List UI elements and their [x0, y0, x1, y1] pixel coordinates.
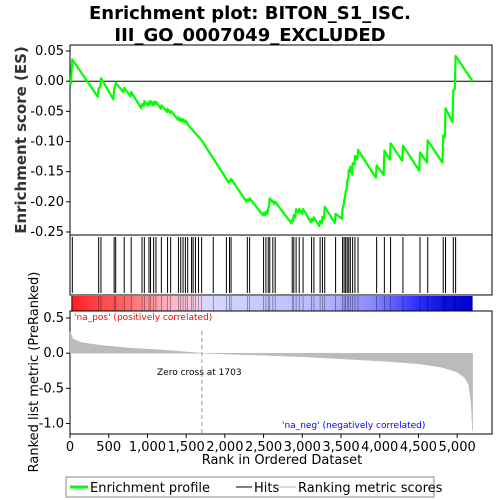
x-tick-label: 3,500 [322, 440, 359, 455]
ranking-metric-area [69, 331, 473, 431]
x-tick-label: 5,000 [439, 440, 476, 455]
es-panel-frame [69, 44, 493, 236]
es-y-axis-label: Enrichment score (ES) [12, 46, 30, 234]
metric-y-ticks: 0.5 0.0 -0.5 -1.0 [39, 311, 70, 431]
chart-title-line-2: III_GO_0007049_EXCLUDED [114, 25, 385, 46]
es-y-tick-label: 0.05 [35, 44, 64, 59]
es-y-tick-label: 0.00 [35, 74, 64, 89]
x-tick-label: 1,000 [129, 440, 166, 455]
x-tick-label: 3,000 [284, 440, 321, 455]
hits-panel-frame [69, 234, 493, 296]
es-y-tick-label: -0.15 [30, 165, 64, 180]
positive-correlation-label: 'na_pos' (positively correlated) [74, 313, 212, 323]
rank-color-bar [71, 296, 473, 311]
zero-cross-label: Zero cross at 1703 [157, 368, 242, 378]
x-tick-label: 4,500 [400, 440, 437, 455]
es-profile-line [68, 54, 474, 228]
legend-label-metric: Ranking metric scores [298, 481, 443, 496]
metric-panel: 0.5 0.0 -0.5 -1.0 'na_pos' (positively corr… [39, 310, 493, 435]
es-profile-group [68, 54, 474, 228]
chart-title-line-1: Enrichment plot: BITON_S1_ISC. [89, 3, 411, 24]
es-y-tick-label: -0.25 [30, 225, 64, 240]
metric-panel-frame [69, 310, 493, 435]
hit-marks [71, 237, 457, 293]
es-y-tick-label: -0.05 [30, 104, 64, 119]
metric-y-tick-label: 0.0 [43, 346, 64, 361]
es-y-ticks: 0.05 0.00 -0.05 -0.10 -0.15 -0.20 -0.25 [30, 44, 70, 240]
x-tick-label: 4,000 [361, 440, 398, 455]
es-panel: 0.05 0.00 -0.05 -0.10 -0.15 -0.20 -0.25 [30, 44, 493, 240]
es-y-tick-label: -0.10 [30, 135, 64, 150]
x-tick-label: 2,500 [245, 440, 282, 455]
legend: Enrichment profile Hits Ranking metric s… [65, 476, 443, 498]
x-axis-label: Rank in Ordered Dataset [202, 453, 363, 468]
color-bar-gradient [71, 296, 473, 311]
metric-y-tick-label: -0.5 [39, 381, 64, 396]
metric-y-tick-label: -1.0 [39, 416, 64, 431]
color-bar-hit-lines [72, 296, 456, 311]
x-tick-label: 2,000 [206, 440, 243, 455]
legend-label-hits: Hits [254, 481, 279, 496]
x-tick-label: 500 [96, 440, 121, 455]
metric-y-tick-label: 0.5 [43, 311, 64, 326]
metric-y-axis-label: Ranked list metric (PreRanked) [27, 272, 42, 473]
x-tick-label: 1,500 [168, 440, 205, 455]
hits-panel [69, 234, 493, 296]
x-axis-ticks: 0 500 1,000 1,500 2,000 2,500 3,000 3,500 4,000 4… [66, 434, 476, 455]
x-tick-label: 0 [66, 440, 74, 455]
negative-correlation-label: 'na_neg' (negatively correlated) [282, 421, 425, 431]
es-y-tick-label: -0.20 [30, 195, 64, 210]
legend-label-enrichment: Enrichment profile [90, 481, 210, 496]
ranking-metric-fill [69, 331, 473, 431]
